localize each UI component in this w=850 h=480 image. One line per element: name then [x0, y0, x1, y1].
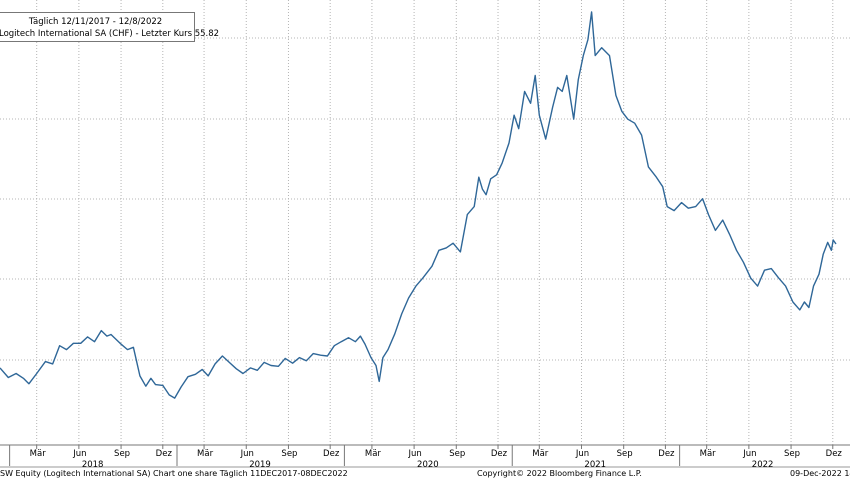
chart-gridlines — [0, 0, 850, 445]
x-tick-label: Sep — [784, 449, 800, 459]
year-label: 2018 — [82, 460, 104, 470]
x-axis-labels: Mär Jun Sep Dez Mär Jun Sep Dez Mär Jun Sep Dez Mär J… — [30, 449, 843, 470]
x-tick-label: Sep — [617, 449, 633, 459]
x-tick-label: Mär — [700, 449, 717, 459]
x-tick-label: Mär — [365, 449, 382, 459]
series-layer — [0, 11, 837, 399]
x-tick-label: Jun — [72, 449, 86, 459]
x-tick-label: Sep — [281, 449, 297, 459]
x-tick-label: Jun — [240, 449, 254, 459]
year-label: 2020 — [417, 460, 439, 470]
x-tick-label: Jun — [407, 449, 421, 459]
footer-timestamp: 09-Dec-2022 14: — [790, 469, 850, 478]
x-tick-label: Sep — [449, 449, 465, 459]
year-label: 2021 — [584, 460, 606, 470]
price-series-line — [0, 11, 837, 399]
x-tick-label: Sep — [114, 449, 130, 459]
x-axis — [0, 444, 850, 468]
chart-legend: Täglich 12/11/2017 - 12/8/2022 Logitech … — [0, 12, 220, 42]
footer-copyright: Copyright© 2022 Bloomberg Finance L.P. — [477, 469, 642, 478]
legend-series-label: Logitech International SA (CHF) - Letzte… — [0, 29, 220, 39]
x-tick-label: Mär — [30, 449, 47, 459]
x-tick-label: Dez — [323, 449, 340, 459]
x-tick-label: Jun — [742, 449, 756, 459]
x-tick-label: Mär — [532, 449, 549, 459]
x-tick-label: Dez — [658, 449, 675, 459]
x-tick-label: Dez — [491, 449, 508, 459]
x-tick-label: Mär — [197, 449, 214, 459]
year-label: 2022 — [752, 460, 774, 470]
year-label: 2019 — [249, 460, 271, 470]
footer-security-info: SW Equity (Logitech International SA) Ch… — [0, 469, 348, 478]
x-tick-label: Dez — [826, 449, 843, 459]
legend-date-range: Täglich 12/11/2017 - 12/8/2022 — [28, 17, 163, 27]
x-tick-label: Jun — [575, 449, 589, 459]
x-tick-label: Dez — [156, 449, 173, 459]
